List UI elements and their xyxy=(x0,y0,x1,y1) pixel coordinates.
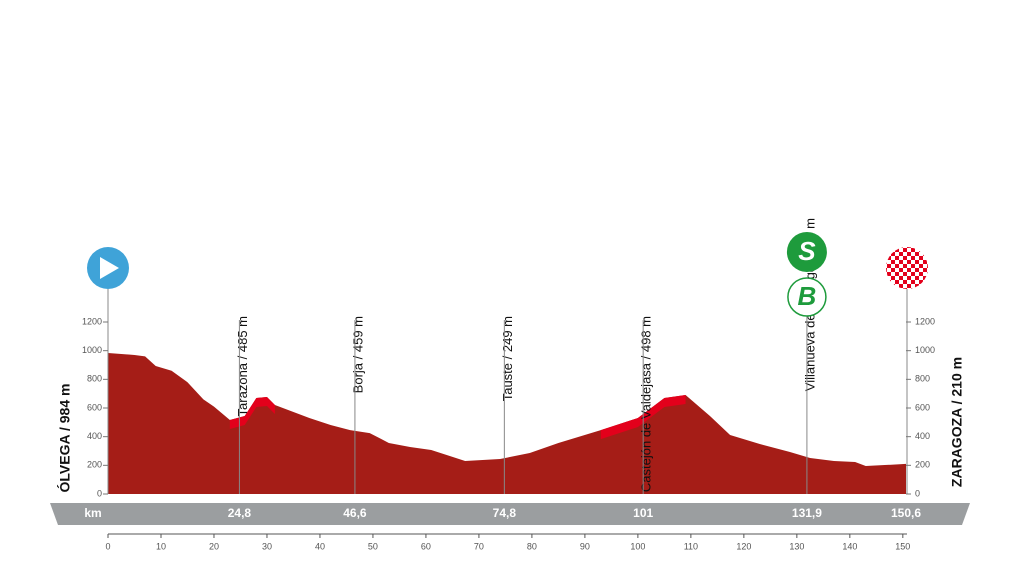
y2-tick-label: 0 xyxy=(915,488,920,498)
km-bar xyxy=(50,503,970,525)
sprint-letter: S xyxy=(798,236,816,266)
x-tick-label: 150 xyxy=(895,541,910,551)
waypoint-label: Tarazona / 485 m xyxy=(235,316,250,416)
km-label: 101 xyxy=(633,506,653,520)
sprint-icon xyxy=(786,232,827,272)
finish-icon xyxy=(886,247,928,289)
x-tick-label: 110 xyxy=(684,541,698,551)
y-tick-label: 0 xyxy=(97,488,102,498)
km-label: 74,8 xyxy=(493,506,517,520)
x-tick-label: 50 xyxy=(368,541,378,551)
y-tick-label: 400 xyxy=(87,431,102,441)
x-tick-label: 0 xyxy=(105,541,110,551)
y2-tick-label: 1000 xyxy=(915,345,935,355)
km-label: 150,6 xyxy=(891,506,921,520)
y2-tick-label: 1200 xyxy=(915,316,935,326)
bonus-icon xyxy=(787,277,827,317)
waypoint-label: Tauste / 249 m xyxy=(500,316,515,401)
y2-tick-label: 800 xyxy=(915,374,930,384)
y2-tick-label: 600 xyxy=(915,402,930,412)
x-tick-label: 130 xyxy=(789,541,804,551)
x-tick-label: 120 xyxy=(736,541,751,551)
waypoint-label: Borja / 459 m xyxy=(350,316,365,393)
x-tick-label: 10 xyxy=(156,541,166,551)
x-tick-label: 70 xyxy=(474,541,484,551)
climb-highlight xyxy=(229,396,275,430)
x-tick-label: 90 xyxy=(580,541,590,551)
x-tick-label: 140 xyxy=(842,541,857,551)
y2-tick-label: 400 xyxy=(915,431,930,441)
y-tick-label: 200 xyxy=(87,460,102,470)
x-tick-label: 40 xyxy=(315,541,325,551)
x-tick-label: 20 xyxy=(209,541,219,551)
start-arrow xyxy=(100,257,119,279)
y-tick-label: 800 xyxy=(87,374,102,384)
x-tick-label: 60 xyxy=(421,541,431,551)
x-tick-label: 100 xyxy=(630,541,645,551)
y2-tick-label: 200 xyxy=(915,460,930,470)
start-label: ÓLVEGA / 984 m xyxy=(56,384,73,493)
bonus-letter: B xyxy=(798,281,817,311)
waypoint-label: Castejón de Valdejasa / 498 m xyxy=(639,316,654,492)
km-unit: km xyxy=(84,506,101,520)
km-label: 24,8 xyxy=(228,506,252,520)
elevation-area xyxy=(108,352,906,494)
finish-label: ZARAGOZA / 210 m xyxy=(949,357,965,487)
y-tick-label: 1000 xyxy=(82,345,102,355)
y-tick-label: 600 xyxy=(87,402,102,412)
x-tick-label: 80 xyxy=(527,541,537,551)
y-tick-label: 1200 xyxy=(82,316,102,326)
km-label: 46,6 xyxy=(343,506,367,520)
x-tick-label: 30 xyxy=(262,541,272,551)
km-label: 131,9 xyxy=(792,506,822,520)
